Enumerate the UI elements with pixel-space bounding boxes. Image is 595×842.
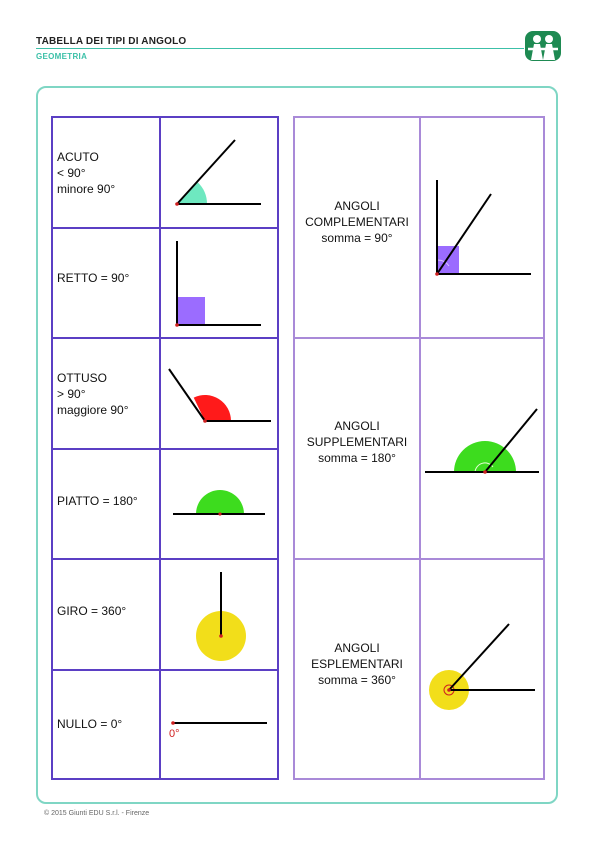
straight-angle-icon xyxy=(173,490,265,516)
pair-type: SUPPLEMENTARI xyxy=(306,435,408,449)
angle-name: OTTUSO xyxy=(57,371,107,385)
angle-row-acuto: ACUTO < 90° minore 90° xyxy=(53,118,277,229)
angle-measure: < 90° xyxy=(57,166,86,180)
zero-degree-mark: 0° xyxy=(169,728,180,740)
pair-sum: somma = 360° xyxy=(318,673,396,687)
supplementary-angles-icon xyxy=(425,408,539,474)
pair-name: ANGOLI xyxy=(334,641,380,655)
pair-row-supplementari: ANGOLI SUPPLEMENTARI somma = 180° xyxy=(295,339,543,560)
angle-row-ottuso: OTTUSO > 90° maggiore 90° xyxy=(53,339,277,450)
complementary-angles-icon xyxy=(435,180,531,276)
angle-label: OTTUSO > 90° maggiore 90° xyxy=(57,370,129,418)
null-angle-icon: 0° xyxy=(169,721,267,740)
pair-name: ANGOLI xyxy=(334,419,380,433)
right-angle-icon xyxy=(175,241,261,327)
full-angle-icon xyxy=(196,572,246,661)
angle-pairs-table: ANGOLI COMPLEMENTARI somma = 90° ANGOLI … xyxy=(293,116,545,780)
angle-row-nullo: NULLO = 0° 0° xyxy=(53,671,277,778)
pair-name: ANGOLI xyxy=(334,199,380,213)
angle-row-retto: RETTO = 90° xyxy=(53,229,277,339)
pair-label: ANGOLI ESPLEMENTARI somma = 360° xyxy=(295,640,419,688)
pair-type: COMPLEMENTARI xyxy=(305,215,409,229)
pair-label: ANGOLI SUPPLEMENTARI somma = 180° xyxy=(295,418,419,466)
column-divider xyxy=(419,118,421,778)
pair-row-esplementari: ANGOLI ESPLEMENTARI somma = 360° xyxy=(295,560,543,778)
angle-label: ACUTO < 90° minore 90° xyxy=(57,149,115,197)
pair-sum: somma = 180° xyxy=(318,451,396,465)
pair-row-complementari: ANGOLI COMPLEMENTARI somma = 90° xyxy=(295,118,543,339)
page-title: TABELLA DEI TIPI DI ANGOLO xyxy=(36,36,187,47)
page-subtitle: GEOMETRIA xyxy=(36,52,88,61)
angle-row-piatto: PIATTO = 180° xyxy=(53,450,277,560)
children-logo-icon xyxy=(525,31,561,61)
angle-description: maggiore 90° xyxy=(57,403,129,417)
angle-name: ACUTO xyxy=(57,150,99,164)
content-frame xyxy=(36,86,558,804)
explementary-angles-icon xyxy=(429,623,535,710)
angle-description: minore 90° xyxy=(57,182,116,196)
angle-label: NULLO = 0° xyxy=(57,717,123,731)
obtuse-angle-icon xyxy=(168,368,271,423)
angle-row-giro: GIRO = 360° xyxy=(53,560,277,671)
copyright-footer: © 2015 Giunti EDU S.r.l. - Firenze xyxy=(44,810,150,817)
angle-types-table: ACUTO < 90° minore 90° RETTO = 90° OTTUS… xyxy=(51,116,279,780)
angle-label: RETTO = 90° xyxy=(57,271,130,285)
pair-type: ESPLEMENTARI xyxy=(311,657,403,671)
pair-label: ANGOLI COMPLEMENTARI somma = 90° xyxy=(295,198,419,246)
angle-measure: > 90° xyxy=(57,387,86,401)
acute-angle-icon xyxy=(175,139,261,206)
angle-label: PIATTO = 180° xyxy=(57,494,138,508)
header-divider xyxy=(36,48,524,49)
angle-label: GIRO = 360° xyxy=(57,604,127,618)
pair-sum: somma = 90° xyxy=(321,231,393,245)
